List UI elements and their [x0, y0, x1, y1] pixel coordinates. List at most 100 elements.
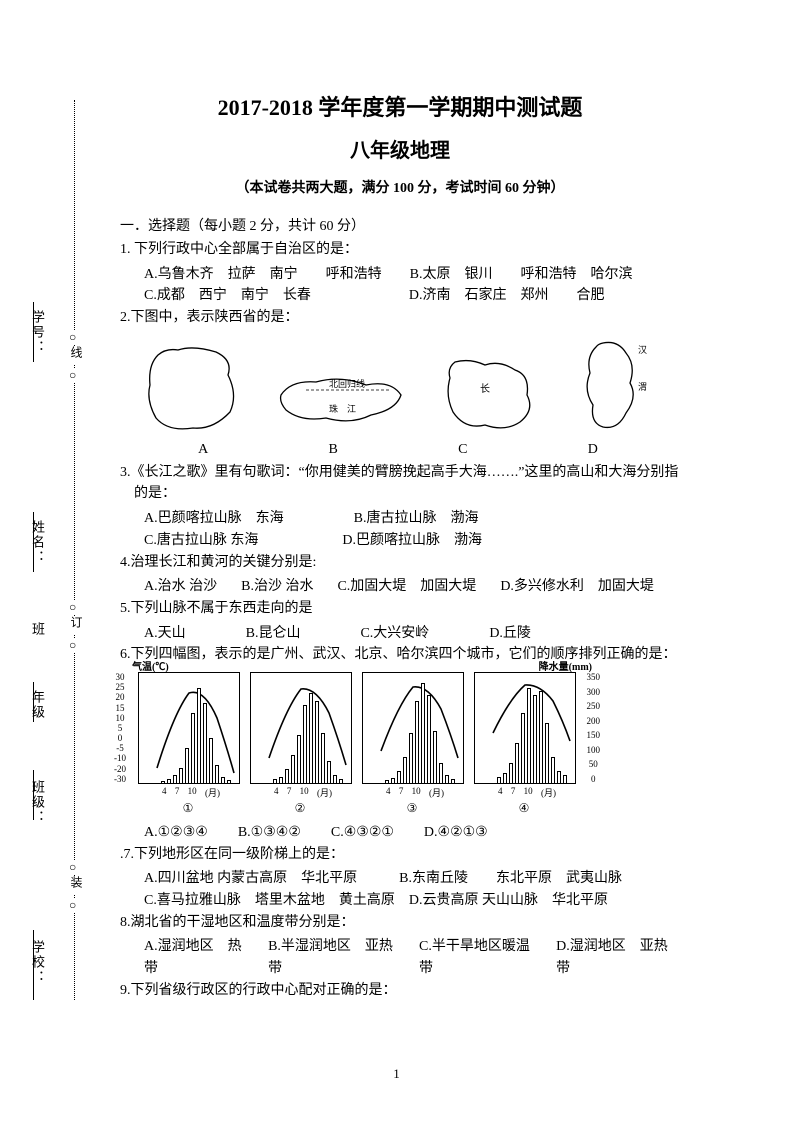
chart-3: 4 7 10 (月) ③: [362, 672, 462, 816]
precip-bar: [339, 779, 343, 783]
q3-stem-line1: 3.《长江之歌》里有句歌词：“你用健美的臂膀挽起高手大海…….”这里的高山和大海…: [120, 465, 678, 480]
map-a: [138, 340, 248, 440]
precip-bar: [427, 695, 431, 783]
ytick: -5: [114, 743, 126, 753]
map-c-annot: 长: [480, 383, 490, 395]
label-a: A: [198, 442, 208, 458]
precip-bar: [227, 780, 231, 783]
precip-bar: [315, 701, 319, 783]
precip-bar: [297, 735, 301, 783]
q3-stem-line2: 的是：: [120, 486, 176, 501]
ytick: 25: [114, 682, 126, 692]
map-b-annot2: 珠 江: [329, 403, 356, 414]
xlabels-1: 4 7 10 (月): [138, 786, 238, 799]
q1-options: A.乌鲁木齐 拉萨 南宁 呼和浩特 B.太原 银川 呼和浩特 哈尔滨 C.成都 …: [120, 264, 680, 307]
q5-options: A.天山 B.昆仑山 C.大兴安岭 D.丘陵: [120, 623, 680, 645]
xlabels-2: 4 7 10 (月): [250, 786, 350, 799]
precip-bar: [521, 713, 525, 783]
precip-bar: [385, 780, 389, 783]
q4-options: A.治水 治沙 B.治沙 治水 C.加固大堤 加固大堤 D.多兴修水利 加固大堤: [120, 576, 680, 598]
q3-optC: C.唐古拉山脉 东海: [144, 533, 258, 548]
ytick: -30: [114, 774, 126, 784]
precip-bar: [421, 683, 425, 783]
q8-options: A.湿润地区 热带 B.半湿润地区 亚热带 C.半干旱地区暖温带 D.湿润地区 …: [120, 936, 680, 979]
q3-optB: B.唐古拉山脉 渤海: [354, 511, 479, 526]
margin-ding: 订: [68, 616, 85, 634]
q8-optB: B.半湿润地区 亚热带: [268, 936, 405, 979]
margin-circle: ○: [69, 898, 76, 913]
ytick: 20: [114, 692, 126, 702]
precip-bar: [291, 755, 295, 783]
chart-4: 降水量(mm) 350300250200150100500 4 7 10 (月)…: [474, 672, 574, 816]
ytick: 150: [587, 730, 601, 740]
precip-bar: [545, 723, 549, 783]
q6-optD: D.④②①③: [424, 822, 488, 844]
label-name: 姓名：: [28, 520, 47, 565]
ytick: 30: [114, 672, 126, 682]
precip-bar: [197, 688, 201, 783]
q6-options: A.①②③④ B.①③④② C.④③②① D.④②①③: [120, 822, 680, 844]
axis-precip: 降水量(mm): [539, 658, 592, 673]
precip-bar: [557, 771, 561, 783]
q1-optB: B.太原 银川 呼和浩特 哈尔滨: [410, 267, 633, 282]
map-d-annot2: 渭: [638, 382, 647, 392]
q7-optD: D.云贵高原 天山山脉 华北平原: [409, 893, 608, 908]
q8-optD: D.湿润地区 亚热带: [556, 936, 680, 979]
q8-optA: A.湿润地区 热带: [144, 936, 254, 979]
precip-bar: [185, 748, 189, 783]
ytick: 200: [587, 716, 601, 726]
precip-bar: [203, 703, 207, 783]
axis-temp: 气温(℃): [132, 658, 169, 673]
precip-bar: [515, 743, 519, 783]
q2-maps: 北回归线 珠 江 长 汉 渭: [138, 335, 658, 440]
label-class: 班级：: [28, 780, 47, 825]
precip-bar: [533, 695, 537, 783]
q7-optB: B.东南丘陵 东北平原 武夷山脉: [399, 871, 622, 886]
precip-bar: [415, 701, 419, 783]
precip-bar: [539, 691, 543, 783]
ytick: 350: [587, 672, 601, 682]
precip-bar: [173, 775, 177, 783]
q7-optC: C.喜马拉雅山脉 塔里木盆地 黄土高原: [144, 893, 395, 908]
precip-bar: [273, 779, 277, 783]
label-number: 学号：: [28, 310, 47, 355]
q6-optA: A.①②③④: [144, 822, 208, 844]
ytick: -10: [114, 753, 126, 763]
chart-2: 4 7 10 (月) ②: [250, 672, 350, 816]
precip-bar: [409, 733, 413, 783]
q6-charts: 气温(℃) 302520151050-5-10-20-30 4 7 10 (月)…: [138, 672, 680, 816]
q8-optC: C.半干旱地区暖温带: [419, 936, 542, 979]
precip-bar: [497, 777, 501, 783]
margin-zhuang: 装: [68, 876, 85, 894]
precip-bar: [433, 731, 437, 783]
q1-optD: D.济南 石家庄 郑州 合肥: [409, 288, 605, 303]
map-b-annot1: 北回归线: [329, 378, 365, 389]
precip-bar: [509, 763, 513, 783]
ytick: 5: [114, 723, 126, 733]
label-c: C: [458, 442, 467, 458]
margin-xian: 线: [68, 346, 85, 364]
label-ban: 班: [28, 622, 47, 637]
underline: [33, 512, 34, 572]
page-number: 1: [0, 1066, 793, 1082]
exam-title: 2017-2018 学年度第一学期期中测试题: [120, 90, 680, 122]
precip-bar: [209, 738, 213, 783]
chart-label-4: ④: [474, 801, 574, 816]
q6-optC: C.④③②①: [331, 822, 394, 844]
ytick: 300: [587, 687, 601, 697]
map-b: 北回归线 珠 江: [271, 360, 411, 440]
precip-bar: [191, 713, 195, 783]
precip-bar: [279, 777, 283, 783]
xlabels-4: 4 7 10 (月): [474, 786, 574, 799]
q3-optA: A.巴颜喀拉山脉 东海: [144, 511, 284, 526]
precip-bar: [451, 779, 455, 783]
underline: [33, 682, 34, 722]
q5-stem: 5.下列山脉不属于东西走向的是: [120, 598, 680, 620]
chart-1: 气温(℃) 302520151050-5-10-20-30 4 7 10 (月)…: [138, 672, 238, 816]
ytick: 100: [587, 745, 601, 755]
q7-stem: .7.下列地形区在同一级阶梯上的是：: [120, 844, 680, 866]
label-b: B: [329, 442, 338, 458]
q3-stem: 3.《长江之歌》里有句歌词：“你用健美的臂膀挽起高手大海…….”这里的高山和大海…: [120, 462, 680, 505]
page-content: 2017-2018 学年度第一学期期中测试题 八年级地理 （本试卷共两大题，满分…: [120, 90, 680, 1004]
chart-label-2: ②: [250, 801, 350, 816]
